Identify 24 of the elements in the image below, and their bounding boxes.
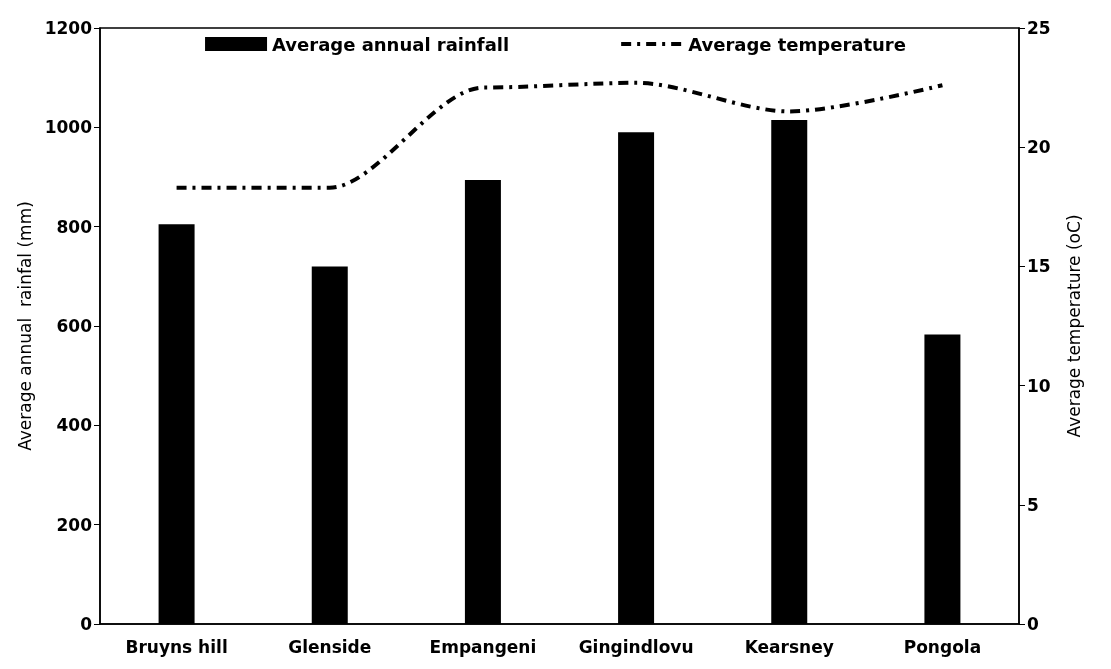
y2-tick-label: 20: [1027, 137, 1051, 158]
x-tick-label: Pongola: [903, 636, 982, 657]
y-axis-title: Average annual rainfal (mm): [15, 201, 36, 451]
x-tick-label: Gingindlovu: [578, 636, 694, 657]
y2-tick-label: 15: [1027, 256, 1051, 277]
x-tick-label: Empangeni: [429, 636, 537, 657]
y2-tick-label: 10: [1027, 375, 1051, 396]
line-series: [174, 80, 945, 190]
x-tick-label: Bruyns hill: [125, 636, 228, 657]
y-tick-label: 1000: [44, 117, 93, 138]
y2-tick-label: 25: [1027, 18, 1051, 38]
y2-axis-title: Average temperature (oC): [1063, 214, 1084, 438]
y2-tick-label: 0: [1027, 614, 1039, 634]
y-tick-label: 800: [56, 216, 93, 237]
y-tick-label: 400: [56, 415, 93, 436]
legend-label: Average annual rainfall: [272, 33, 510, 55]
y-tick-label: 0: [80, 614, 93, 634]
x-tick-label: Glenside: [288, 636, 372, 657]
x-tick-label: Kearsney: [744, 636, 834, 657]
legend-label: Average temperature: [688, 33, 906, 55]
y-tick-label: 1200: [44, 18, 93, 38]
y-tick-label: 200: [56, 514, 93, 535]
y2-tick-label: 5: [1027, 494, 1039, 515]
y-tick-label: 600: [56, 316, 93, 336]
